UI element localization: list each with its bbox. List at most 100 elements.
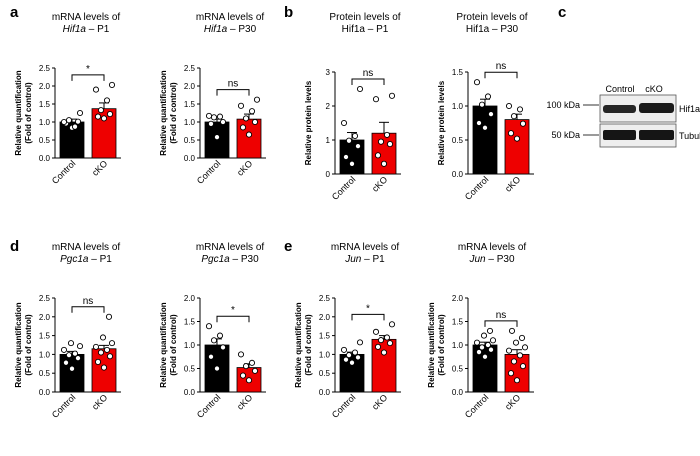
y-axis-label-line1: Relative quantification: [14, 70, 23, 155]
data-point-cko: [237, 102, 245, 109]
y-tick-label: 1.0: [39, 350, 51, 359]
y-axis-label-line2: (Fold of control): [304, 314, 313, 376]
data-point-cko: [103, 346, 111, 353]
data-point-control: [67, 340, 75, 347]
significance-bracket: [484, 320, 518, 327]
blot-protein-tubulin: Tubulin: [679, 131, 700, 141]
y-axis-label-line2: (Fold of control): [24, 82, 33, 144]
chart-title-suffix: Hif1a – P30: [466, 24, 519, 35]
category-label-control: Control: [50, 392, 78, 420]
y-tick-label: 2.5: [184, 64, 196, 73]
data-point-cko: [94, 113, 102, 120]
blot-band-hif1a-control: [603, 105, 636, 113]
y-tick-label: 1.0: [452, 341, 464, 350]
y-tick-label: 0.5: [452, 136, 464, 145]
chart-title-suffix: Hif1a – P1: [342, 24, 389, 35]
blot-marker-50kda: 50 kDa: [551, 130, 580, 140]
significance-bracket: [216, 315, 250, 323]
y-tick-label: 2: [326, 102, 331, 111]
category-label-cko: cKO: [90, 158, 109, 177]
chart-title-line2: Pgc1a – P1: [60, 254, 112, 265]
significance-label: ns: [496, 61, 507, 72]
blot-lane-cko: cKO: [645, 84, 663, 94]
chart-title-line2: Hif1a – P1: [63, 24, 110, 35]
category-label-cko: cKO: [370, 392, 389, 411]
data-point-cko: [103, 97, 111, 104]
blot-band-hif1a-cko: [639, 103, 674, 113]
data-point-control: [65, 352, 73, 359]
data-point-cko: [510, 113, 518, 120]
data-point-control: [68, 365, 76, 372]
category-label-control: Control: [195, 392, 223, 420]
data-point-control: [484, 93, 492, 100]
data-point-cko: [372, 328, 380, 335]
data-point-control: [489, 337, 497, 344]
chart-title-suffix: – P30: [486, 254, 515, 265]
data-point-cko: [388, 321, 396, 328]
y-tick-label: 0.0: [39, 154, 51, 163]
data-point-cko: [99, 334, 107, 341]
chart-title-suffix: – P1: [361, 254, 385, 265]
data-point-cko: [251, 367, 259, 374]
data-point-control: [340, 119, 348, 127]
data-point-cko: [251, 118, 259, 126]
data-point-control: [356, 339, 364, 346]
chart-title-line1: mRNA levels of: [196, 242, 265, 253]
y-tick-label: 2.5: [39, 64, 51, 73]
data-point-cko: [237, 351, 245, 358]
data-point-control: [60, 346, 68, 353]
chart-title-gene: Jun: [344, 254, 362, 265]
data-point-cko: [508, 327, 516, 334]
data-point-cko: [97, 107, 105, 114]
y-tick-label: 2.0: [452, 294, 464, 303]
chart-title-line1: Protein levels of: [456, 12, 527, 23]
y-tick-label: 1.5: [39, 100, 51, 109]
data-point-control: [74, 355, 82, 362]
y-tick-label: 1.0: [39, 118, 51, 127]
category-label-control: Control: [463, 392, 491, 420]
data-point-cko: [92, 86, 100, 93]
data-point-control: [216, 113, 224, 120]
y-tick-label: 0.0: [39, 388, 51, 397]
data-point-control: [74, 118, 82, 125]
bar-cko: [504, 119, 530, 175]
data-point-cko: [108, 81, 116, 88]
data-point-cko: [510, 358, 518, 365]
data-point-cko: [248, 108, 256, 115]
chart-title-line2: Pgc1a – P30: [201, 254, 259, 265]
data-point-control: [60, 118, 68, 126]
data-point-control: [356, 85, 364, 93]
data-point-cko: [372, 96, 380, 103]
data-point-control: [481, 124, 489, 131]
significance-bracket: [71, 74, 105, 81]
data-point-cko: [380, 160, 388, 167]
data-point-control: [71, 123, 79, 130]
y-axis-label: Relative protein levels: [304, 80, 313, 165]
significance-label: ns: [228, 79, 239, 90]
data-point-control: [207, 120, 215, 127]
data-point-control: [76, 343, 84, 350]
y-tick-label: 2.0: [184, 82, 196, 91]
data-point-cko: [377, 337, 385, 344]
y-tick-label: 1.5: [184, 100, 196, 109]
data-point-cko: [253, 96, 261, 103]
data-point-cko: [518, 334, 526, 342]
category-label-cko: cKO: [235, 158, 254, 177]
y-tick-label: 0: [326, 170, 331, 179]
y-tick-label: 0.0: [184, 388, 196, 397]
category-label-control: Control: [463, 174, 491, 202]
data-point-control: [348, 160, 356, 167]
data-point-cko: [512, 339, 520, 346]
category-label-control: Control: [195, 158, 223, 186]
bar-cko: [371, 132, 397, 175]
data-point-cko: [513, 135, 521, 142]
blot-box-tubulin: [599, 123, 677, 148]
data-point-control: [213, 134, 221, 141]
data-point-control: [351, 349, 359, 356]
data-point-control: [478, 344, 486, 351]
